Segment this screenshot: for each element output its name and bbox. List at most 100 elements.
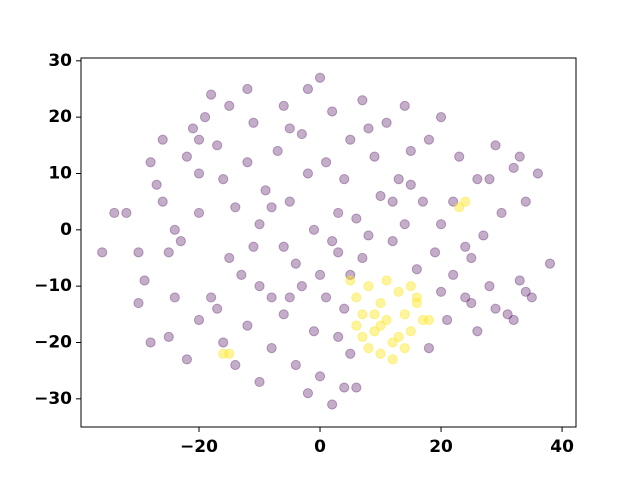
point — [369, 309, 380, 320]
point — [399, 309, 410, 320]
point — [339, 303, 350, 314]
point — [242, 320, 253, 331]
point — [278, 309, 289, 320]
y-tick-label: 20 — [48, 107, 72, 127]
point — [423, 134, 435, 145]
x-tick-label: 0 — [314, 437, 326, 457]
point — [508, 162, 519, 173]
point — [224, 252, 235, 264]
point — [345, 134, 356, 145]
point — [242, 83, 253, 95]
point — [284, 123, 295, 134]
point — [411, 297, 422, 309]
point — [290, 258, 301, 269]
point — [363, 343, 374, 354]
point — [302, 168, 314, 179]
point — [327, 399, 338, 410]
point — [133, 297, 144, 309]
point — [466, 252, 477, 264]
point — [333, 247, 344, 258]
point — [345, 348, 356, 359]
point — [532, 168, 543, 179]
point — [187, 123, 199, 134]
point — [351, 213, 362, 224]
point — [266, 343, 277, 354]
point — [454, 202, 465, 213]
point — [387, 337, 398, 348]
point — [212, 303, 223, 314]
point — [345, 269, 356, 280]
point — [254, 219, 265, 230]
point — [254, 281, 265, 292]
point — [327, 106, 338, 117]
point — [109, 207, 120, 219]
point — [363, 123, 374, 134]
plot-area — [81, 58, 576, 427]
point — [224, 348, 235, 359]
point — [423, 343, 435, 354]
point — [224, 100, 235, 111]
point — [284, 196, 295, 207]
point — [369, 326, 380, 337]
point — [351, 382, 362, 393]
point — [405, 281, 416, 292]
point — [266, 202, 277, 213]
point — [514, 151, 525, 162]
point — [417, 196, 429, 207]
point — [351, 320, 362, 331]
point — [375, 320, 386, 331]
point — [411, 292, 422, 303]
point — [460, 292, 471, 303]
point — [236, 269, 247, 280]
point — [169, 224, 180, 235]
point — [242, 157, 253, 168]
point — [278, 241, 289, 252]
point — [169, 292, 180, 303]
point — [520, 196, 531, 207]
point — [442, 314, 453, 326]
point — [460, 241, 471, 252]
point — [230, 202, 241, 213]
point — [308, 326, 320, 337]
point — [260, 185, 271, 196]
point — [514, 275, 525, 286]
point — [296, 128, 307, 140]
point — [320, 157, 332, 168]
y-tick-label: −20 — [34, 332, 72, 352]
point — [399, 100, 410, 111]
point — [296, 281, 307, 292]
point — [381, 117, 392, 128]
point — [369, 151, 380, 162]
point — [327, 235, 338, 247]
point — [339, 174, 350, 185]
point — [375, 190, 386, 202]
point — [417, 314, 429, 326]
y-tick-label: −10 — [34, 276, 72, 296]
point — [302, 83, 314, 95]
point — [272, 145, 283, 157]
point — [145, 337, 156, 348]
point — [405, 326, 416, 337]
point — [520, 286, 531, 297]
point — [375, 297, 386, 309]
point — [314, 269, 326, 280]
point — [339, 382, 350, 393]
y-tick-label: 30 — [48, 51, 72, 71]
point — [405, 145, 416, 157]
axes-frame — [80, 57, 577, 428]
point — [496, 207, 507, 219]
point — [411, 264, 422, 275]
point — [387, 196, 398, 207]
point — [351, 292, 362, 303]
point — [435, 286, 447, 297]
point — [320, 292, 332, 303]
point — [435, 112, 447, 123]
y-tick-label: −30 — [34, 389, 72, 409]
point — [357, 331, 368, 342]
point — [254, 376, 265, 388]
point — [218, 174, 229, 185]
point — [423, 314, 435, 326]
point — [375, 348, 386, 359]
point — [193, 168, 205, 179]
